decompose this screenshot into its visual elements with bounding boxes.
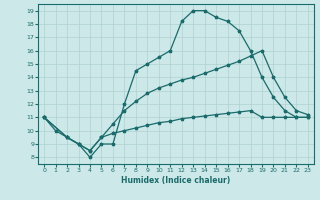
X-axis label: Humidex (Indice chaleur): Humidex (Indice chaleur): [121, 176, 231, 185]
